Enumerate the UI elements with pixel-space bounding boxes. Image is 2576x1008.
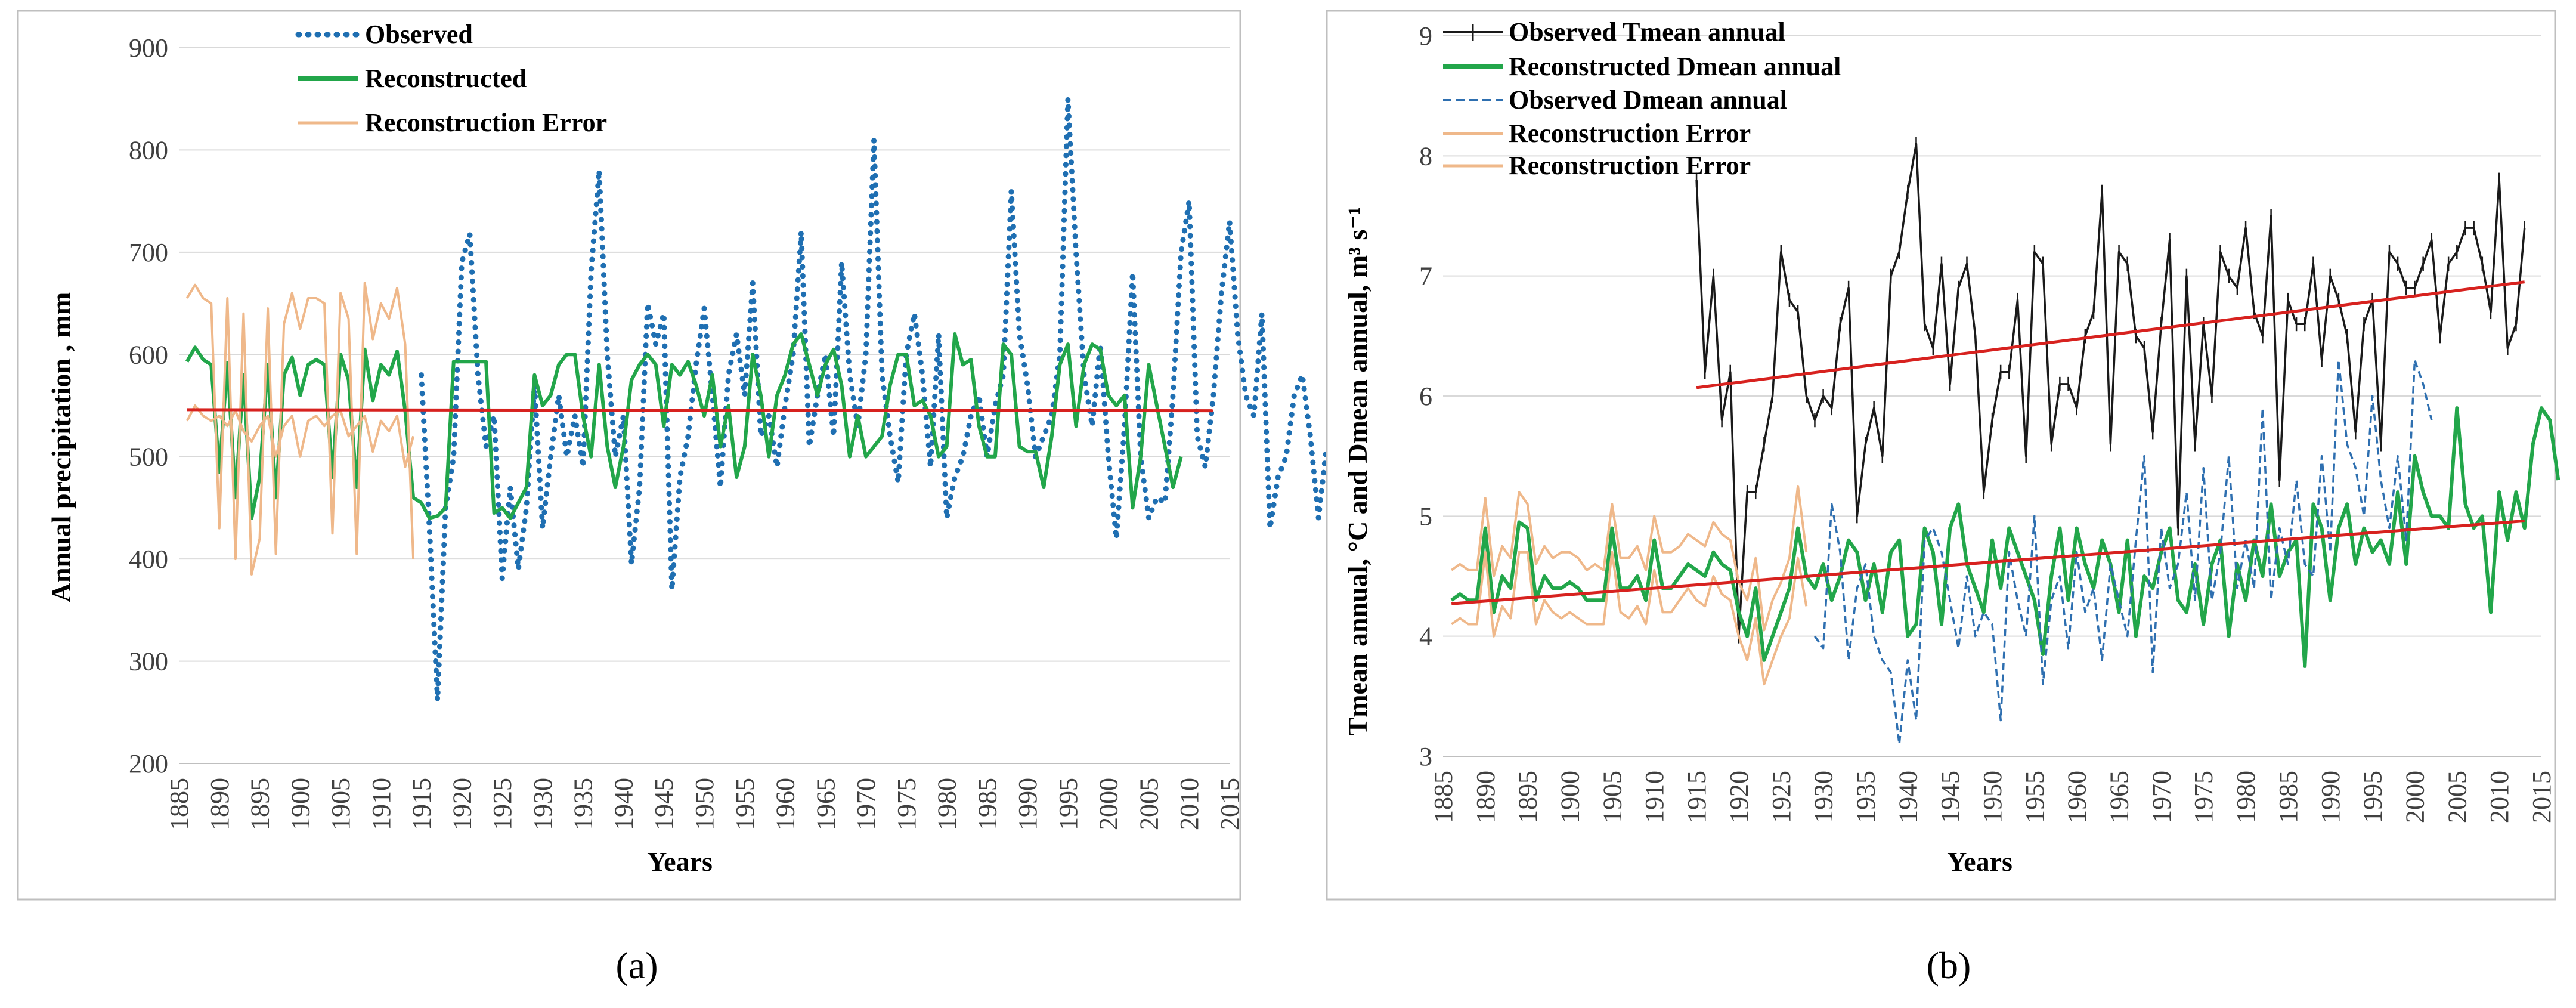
legend-error-label: Reconstruction Error [365,108,607,137]
panel-a-xtick-label: 2015 [1215,778,1244,830]
panel-a-series-reconstruction-error [185,282,415,576]
panel-a-xtick-label: 1915 [407,778,436,830]
panel-a-xtick-label: 1910 [367,778,396,830]
caption-b: (b) [1927,944,1971,987]
panel-b-ytick-label: 6 [1419,382,1432,411]
panel-a-ylabel: Annual precipitation , mm [46,292,76,603]
panel-a-ytick-label: 700 [129,238,168,267]
panel-b-xtick-label: 1975 [2189,771,2218,823]
panel-b-series-reconstructed-dmean-annual [1450,406,2560,668]
panel-b-xtick-label: 1970 [2147,771,2176,823]
panel-b-xtick-label: 1930 [1809,771,1838,823]
panel-b-xtick-label: 1990 [2316,771,2345,823]
panel-a-ytick-label: 800 [129,135,168,165]
panel-a-ytick-label: 300 [129,647,168,676]
panel-a-xtick-label: 1900 [286,778,315,830]
panel-a-xtick-label: 1970 [852,778,881,830]
panel-b-xtick-label: 1925 [1767,771,1796,823]
panel-b-xtick-label: 1995 [2358,771,2388,823]
panel-a-xtick-label: 1950 [690,778,719,830]
panel-b-xtick-label: 1950 [1978,771,2007,823]
panel-a-ytick-label: 200 [129,749,168,778]
legend-observed-label: Observed [365,20,473,49]
panel-a-frame [17,10,1241,901]
legend-tmean-label: Observed Tmean annual [1509,17,1785,47]
panel-b-ytick-label: 4 [1419,622,1432,651]
panel-b-xtick-label: 1980 [2231,771,2261,823]
panel-a-xtick-label: 1885 [165,778,194,830]
panel-b-xtick-label: 1915 [1682,771,1711,823]
panel-b-xtick-label: 1895 [1513,771,1543,823]
panel-a-series-trend [187,408,1213,413]
panel-b-ytick-label: 3 [1419,742,1432,771]
panel-b-xtick-label: 2005 [2442,771,2472,823]
panel-a-xtick-label: 1920 [447,778,476,830]
panel-a-xlabel: Years [647,846,713,877]
panel-a-xtick-label: 1940 [609,778,638,830]
panel-a-xtick-label: 1975 [892,778,921,830]
legend-obs-d-label: Observed Dmean annual [1509,85,1787,115]
panel-a-xtick-label: 1945 [649,778,679,830]
panel-b-ytick-label: 5 [1419,502,1432,531]
panel-b-ytick-label: 8 [1419,141,1432,171]
panel-a-ytick-label: 500 [129,443,168,472]
panel-a-plot: 200 300 400 500 600 700 800 900 1885 1890 1895 1900… [129,33,1330,830]
panel-a-xtick-label: 1895 [246,778,275,830]
panel-a-ytick-label: 900 [129,33,168,63]
panel-a-xtick-label: 2000 [1094,778,1123,830]
panel-a-xtick-label: 1995 [1054,778,1083,830]
panel-b-xtick-label: 2010 [2485,771,2514,823]
panel-b-series-reconstruction-error-lower [1451,551,1808,686]
panel-b-xtick-label: 1955 [2020,771,2049,823]
panel-b-xtick-label: 1940 [1893,771,1922,823]
panel-b-xtick-label: 1900 [1556,771,1585,823]
panel-a-series-reconstruction-error-lower [185,404,415,468]
panel-a-xtick-label: 1990 [1013,778,1042,830]
panel-a-xtick-label: 1965 [811,778,840,830]
panel-b-xtick-label: 1965 [2105,771,2134,823]
panel-a-xtick-label: 1960 [771,778,800,830]
panel-a-ytick-label: 400 [129,545,168,574]
panel-b-xtick-label: 1890 [1471,771,1500,823]
panel-b-xtick-label: 1885 [1429,771,1458,823]
panel-a-xtick-label: 1980 [933,778,962,830]
legend-reconstructed-label: Reconstructed [365,64,527,93]
panel-b-xtick-label: 1910 [1640,771,1669,823]
panel-b-series-tmean-trend [1696,280,2525,389]
panel-b-xtick-label: 1935 [1851,771,1880,823]
panel-b-xtick-label: 1960 [2063,771,2092,823]
panel-a-xtick-label: 1955 [730,778,760,830]
caption-a: (a) [615,944,658,987]
panel-a-xtick-label: 1905 [326,778,355,830]
panel-b-plot: 3 4 5 6 7 8 9 1885 1890 1895 1900 1905 1910 1915 1920 1… [1419,21,2560,823]
panel-a-xtick-label: 1935 [569,778,598,830]
panel-b-xlabel: Years [1947,846,2012,877]
legend-error2-label: Reconstruction Error [1509,151,1751,180]
panel-b-xtick-label: 2015 [2527,771,2556,823]
panel-b-ytick-label: 7 [1419,262,1432,291]
panel-b-xtick-label: 1985 [2274,771,2303,823]
panel-a-xtick-label: 1890 [205,778,234,830]
panel-b-xtick-label: 1945 [1936,771,1965,823]
panel-b-xtick-label: 1920 [1724,771,1754,823]
panel-b-xtick-label: 1905 [1597,771,1627,823]
panel-b-ylabel: Tmean annual, °C and Dmean annual, m³ s⁻… [1342,207,1373,736]
legend-recon-d-label: Reconstructed Dmean annual [1509,52,1841,81]
panel-b-series-reconstruction-error [1451,485,1808,632]
panel-a-xtick-label: 2010 [1175,778,1204,830]
legend-error1-label: Reconstruction Error [1509,119,1751,148]
panel-b-legend: Observed Tmean annual Reconstructed Dmea… [1443,17,1841,180]
panel-b-xtick-label: 2000 [2400,771,2429,823]
panel-a-xtick-label: 1985 [973,778,1002,830]
panel-b-ytick-label: 9 [1419,21,1432,51]
panel-a-series-observed [419,96,1330,703]
panel-a-legend: Observed Reconstructed Reconstruction Er… [295,20,607,137]
panel-a-xtick-label: 1930 [528,778,558,830]
panel-a-ytick-label: 600 [129,340,168,369]
panel-a-xtick-label: 2005 [1134,778,1163,830]
panel-a-xtick-label: 1925 [488,778,517,830]
panel-b-series-dmean-trend [1451,519,2525,605]
